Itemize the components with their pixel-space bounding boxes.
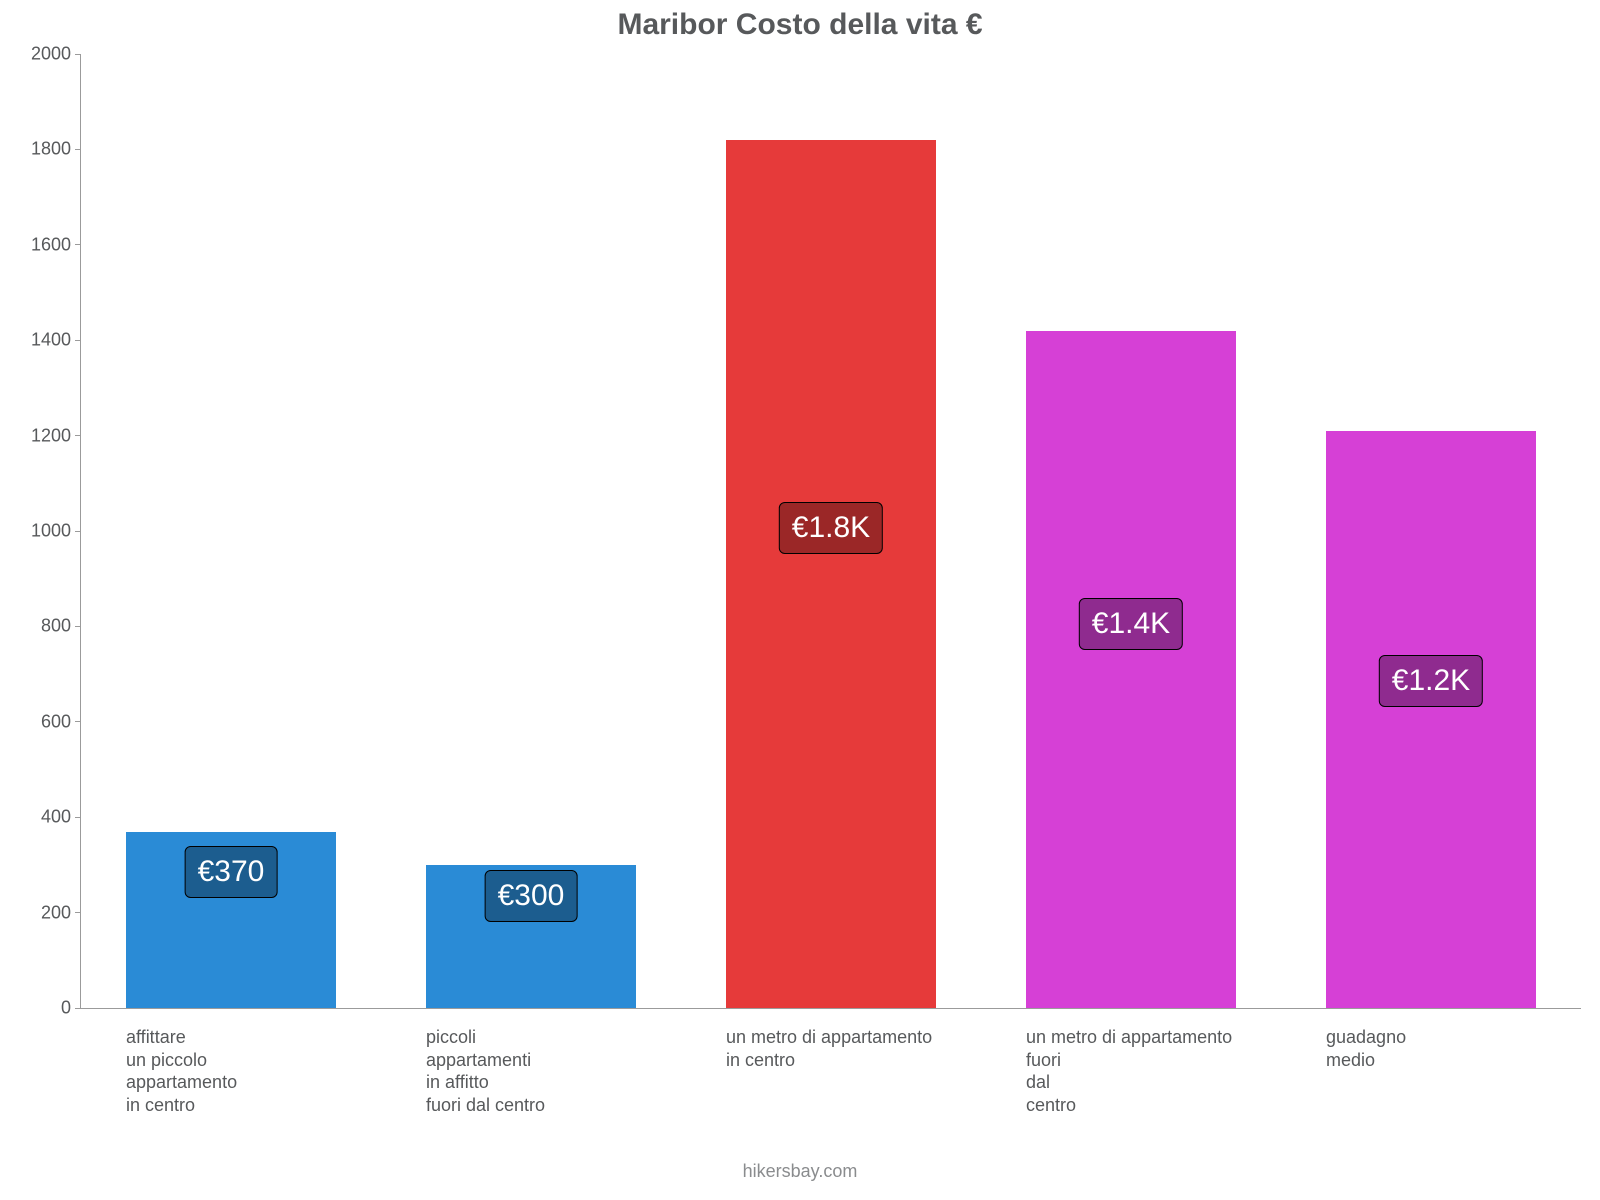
bar-value-label: €1.8K [779, 502, 883, 554]
y-tick-label: 800 [41, 616, 81, 637]
y-tick-label: 400 [41, 807, 81, 828]
bar [1326, 431, 1536, 1008]
bar-value-label: €1.4K [1079, 598, 1183, 650]
y-tick-label: 1000 [31, 521, 81, 542]
chart-container: Maribor Costo della vita € 0200400600800… [0, 0, 1600, 1200]
x-category-label: piccoli appartamenti in affitto fuori da… [426, 1026, 545, 1116]
y-tick-label: 600 [41, 711, 81, 732]
bar [1026, 331, 1236, 1008]
footer-credit: hikersbay.com [0, 1161, 1600, 1182]
plot-area: 0200400600800100012001400160018002000€37… [80, 54, 1581, 1009]
y-tick-label: 1400 [31, 330, 81, 351]
bar-value-label: €300 [485, 870, 578, 922]
y-tick-label: 0 [61, 998, 81, 1019]
x-category-label: guadagno medio [1326, 1026, 1406, 1071]
y-tick-label: 1200 [31, 425, 81, 446]
x-category-label: affittare un piccolo appartamento in cen… [126, 1026, 237, 1116]
y-tick-label: 200 [41, 902, 81, 923]
y-tick-label: 2000 [31, 44, 81, 65]
chart-title: Maribor Costo della vita € [0, 8, 1600, 42]
bar-value-label: €1.2K [1379, 655, 1483, 707]
x-category-label: un metro di appartamento fuori dal centr… [1026, 1026, 1232, 1116]
y-tick-label: 1800 [31, 139, 81, 160]
bar-value-label: €370 [185, 846, 278, 898]
bar [726, 140, 936, 1008]
x-category-label: un metro di appartamento in centro [726, 1026, 932, 1071]
y-tick-label: 1600 [31, 234, 81, 255]
